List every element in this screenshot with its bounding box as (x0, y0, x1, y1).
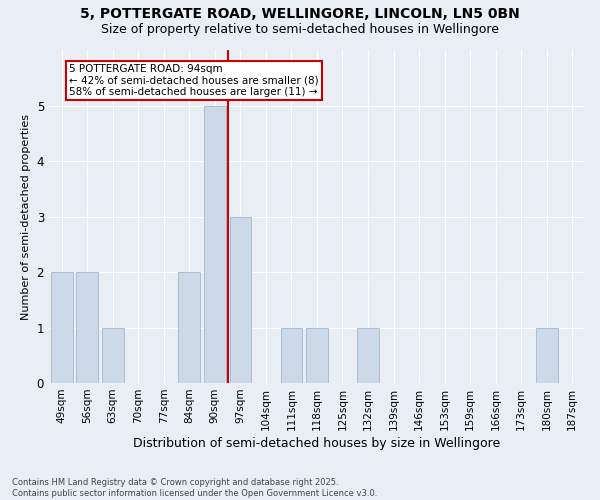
Bar (357, 328, 379, 383)
Bar (178, 272, 200, 383)
Y-axis label: Number of semi-detached properties: Number of semi-detached properties (21, 114, 31, 320)
Text: 5, POTTERGATE ROAD, WELLINGORE, LINCOLN, LN5 0BN: 5, POTTERGATE ROAD, WELLINGORE, LINCOLN,… (80, 8, 520, 22)
Bar (76, 272, 98, 383)
Bar (230, 216, 251, 383)
Bar (102, 328, 124, 383)
Bar (281, 328, 302, 383)
Text: Contains HM Land Registry data © Crown copyright and database right 2025.
Contai: Contains HM Land Registry data © Crown c… (12, 478, 377, 498)
Bar (306, 328, 328, 383)
Text: Size of property relative to semi-detached houses in Wellingore: Size of property relative to semi-detach… (101, 22, 499, 36)
Text: 5 POTTERGATE ROAD: 94sqm
← 42% of semi-detached houses are smaller (8)
58% of se: 5 POTTERGATE ROAD: 94sqm ← 42% of semi-d… (70, 64, 319, 97)
Bar (536, 328, 557, 383)
X-axis label: Distribution of semi-detached houses by size in Wellingore: Distribution of semi-detached houses by … (133, 437, 500, 450)
Bar (204, 106, 226, 383)
Bar (51, 272, 73, 383)
